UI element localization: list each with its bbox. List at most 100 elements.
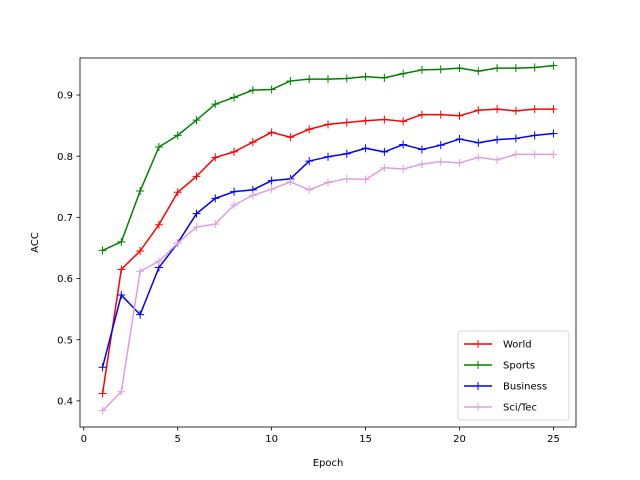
- y-tick-label: 0.4: [57, 396, 73, 407]
- data-point-business: [380, 147, 389, 156]
- x-tick-label: 20: [453, 434, 466, 445]
- data-point-business: [399, 140, 408, 149]
- data-point-sports: [436, 65, 445, 74]
- series-layer: [98, 61, 558, 415]
- data-point-sports: [117, 237, 126, 246]
- data-point-sports: [324, 75, 332, 84]
- data-point-world: [474, 106, 483, 115]
- data-point-sci-tec: [436, 157, 445, 166]
- plot-frame: [79, 57, 577, 428]
- data-point-sci-tec: [305, 185, 314, 194]
- data-point-sci-tec: [549, 150, 558, 159]
- data-point-world: [380, 115, 389, 124]
- data-point-sci-tec: [380, 163, 389, 172]
- data-point-sports: [474, 67, 483, 76]
- data-point-sci-tec: [192, 223, 201, 232]
- series-sci-tec: [98, 150, 558, 415]
- data-point-business: [192, 209, 201, 218]
- data-point-world: [549, 105, 558, 114]
- data-point-sci-tec: [286, 177, 295, 186]
- x-axis-label: Epoch: [313, 458, 344, 469]
- data-point-sports: [455, 64, 464, 73]
- x-tick-label: 5: [175, 434, 181, 445]
- data-point-sci-tec: [98, 406, 107, 415]
- data-point-business: [324, 152, 332, 161]
- data-point-world: [136, 247, 145, 256]
- data-point-world: [173, 188, 182, 197]
- data-point-world: [493, 105, 502, 114]
- y-tick-label: 0.5: [57, 335, 73, 346]
- data-point-business: [211, 194, 220, 203]
- x-tick-label: 25: [547, 434, 560, 445]
- data-point-sports: [399, 69, 408, 78]
- data-point-sci-tec: [136, 267, 145, 276]
- data-point-business: [474, 138, 483, 147]
- data-point-sports: [511, 64, 520, 73]
- data-point-business: [511, 134, 520, 143]
- legend-marker-business: [474, 382, 482, 390]
- data-point-business: [136, 310, 145, 319]
- data-point-world: [361, 116, 370, 125]
- data-point-sci-tec: [417, 160, 426, 169]
- data-point-sports: [136, 187, 145, 196]
- data-point-sci-tec: [342, 174, 351, 183]
- data-point-business: [530, 131, 539, 140]
- data-point-world: [286, 133, 295, 142]
- data-point-world: [417, 110, 426, 119]
- data-point-sci-tec: [399, 165, 408, 174]
- data-point-sports: [286, 76, 295, 85]
- data-point-sci-tec: [230, 201, 239, 210]
- data-point-world: [455, 111, 464, 120]
- data-point-sports: [493, 64, 502, 73]
- data-point-world: [248, 138, 257, 147]
- legend-label-sci-tec: Sci/Tec: [503, 403, 537, 414]
- data-point-sci-tec: [511, 150, 520, 159]
- series-world: [98, 105, 558, 398]
- x-tick-label: 0: [81, 434, 87, 445]
- data-point-business: [305, 157, 314, 166]
- y-tick-label: 0.7: [57, 213, 73, 224]
- data-point-business: [230, 187, 239, 196]
- data-point-sports: [154, 143, 163, 152]
- data-point-world: [530, 105, 539, 114]
- x-axis-ticks: 0 5 10 15 20 25: [81, 427, 560, 445]
- data-point-business: [342, 149, 351, 158]
- data-point-sports: [380, 73, 389, 82]
- data-point-sports: [549, 61, 558, 70]
- data-point-sci-tec: [211, 220, 220, 229]
- data-point-business: [117, 291, 126, 300]
- legend-marker-sports: [474, 361, 482, 369]
- legend-marker-world: [474, 340, 482, 348]
- data-point-sci-tec: [117, 387, 126, 396]
- data-point-world: [211, 153, 220, 162]
- y-axis-label: ACC: [30, 232, 41, 253]
- data-point-world: [342, 118, 351, 127]
- data-point-world: [117, 265, 126, 274]
- data-point-business: [361, 144, 370, 153]
- y-axis-ticks: 0.4 0.5 0.6 0.7 0.8 0.9: [57, 91, 80, 407]
- data-point-business: [98, 363, 107, 372]
- data-point-sci-tec: [248, 191, 257, 200]
- data-point-business: [436, 141, 445, 150]
- data-point-sports: [305, 75, 314, 84]
- data-point-world: [230, 147, 239, 156]
- data-point-business: [417, 145, 426, 154]
- legend: World Sports Business Sci/Tec: [457, 330, 570, 421]
- data-point-world: [154, 220, 163, 229]
- y-tick-label: 0.6: [57, 274, 73, 285]
- data-point-world: [399, 117, 408, 126]
- data-point-sports: [248, 86, 257, 95]
- data-point-sports: [230, 93, 239, 102]
- data-point-world: [192, 172, 201, 181]
- data-point-sci-tec: [530, 150, 539, 159]
- data-point-business: [493, 135, 502, 144]
- legend-label-world: World: [503, 340, 532, 351]
- data-point-sports: [417, 65, 426, 74]
- data-point-sports: [211, 100, 220, 109]
- data-point-sci-tec: [455, 158, 464, 167]
- data-point-world: [324, 120, 332, 129]
- data-point-sci-tec: [474, 153, 483, 162]
- data-point-sports: [361, 72, 370, 81]
- data-point-sports: [267, 85, 276, 94]
